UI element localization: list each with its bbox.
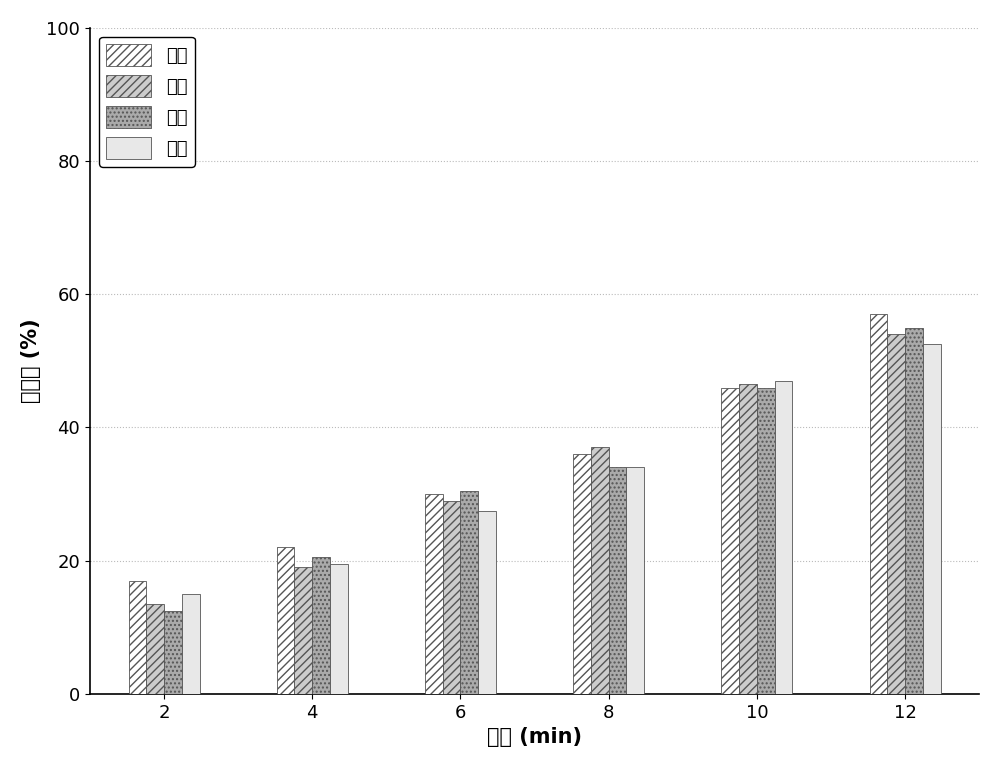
Bar [277,548,294,694]
Bar [443,501,460,694]
Bar [164,611,182,694]
Bar [923,344,941,694]
Legend: 七溨, 六溨, 五溨, 四溨: 七溨, 六溨, 五溨, 四溨 [99,37,195,167]
Bar [573,454,591,694]
Bar [425,494,443,694]
Bar [721,388,739,694]
Bar [739,384,757,694]
Bar [609,468,626,694]
Bar [294,568,312,694]
Bar [775,381,792,694]
X-axis label: 时间 (min): 时间 (min) [487,727,582,747]
Bar [146,604,164,694]
Bar [330,564,348,694]
Bar [312,558,330,694]
Bar [887,334,905,694]
Bar [460,491,478,694]
Bar [182,594,200,694]
Bar [591,448,609,694]
Bar [626,468,644,694]
Bar [478,511,496,694]
Bar [905,328,923,694]
Bar [757,388,775,694]
Bar [870,314,887,694]
Bar [129,581,146,694]
Y-axis label: 去除率 (%): 去除率 (%) [21,319,41,403]
